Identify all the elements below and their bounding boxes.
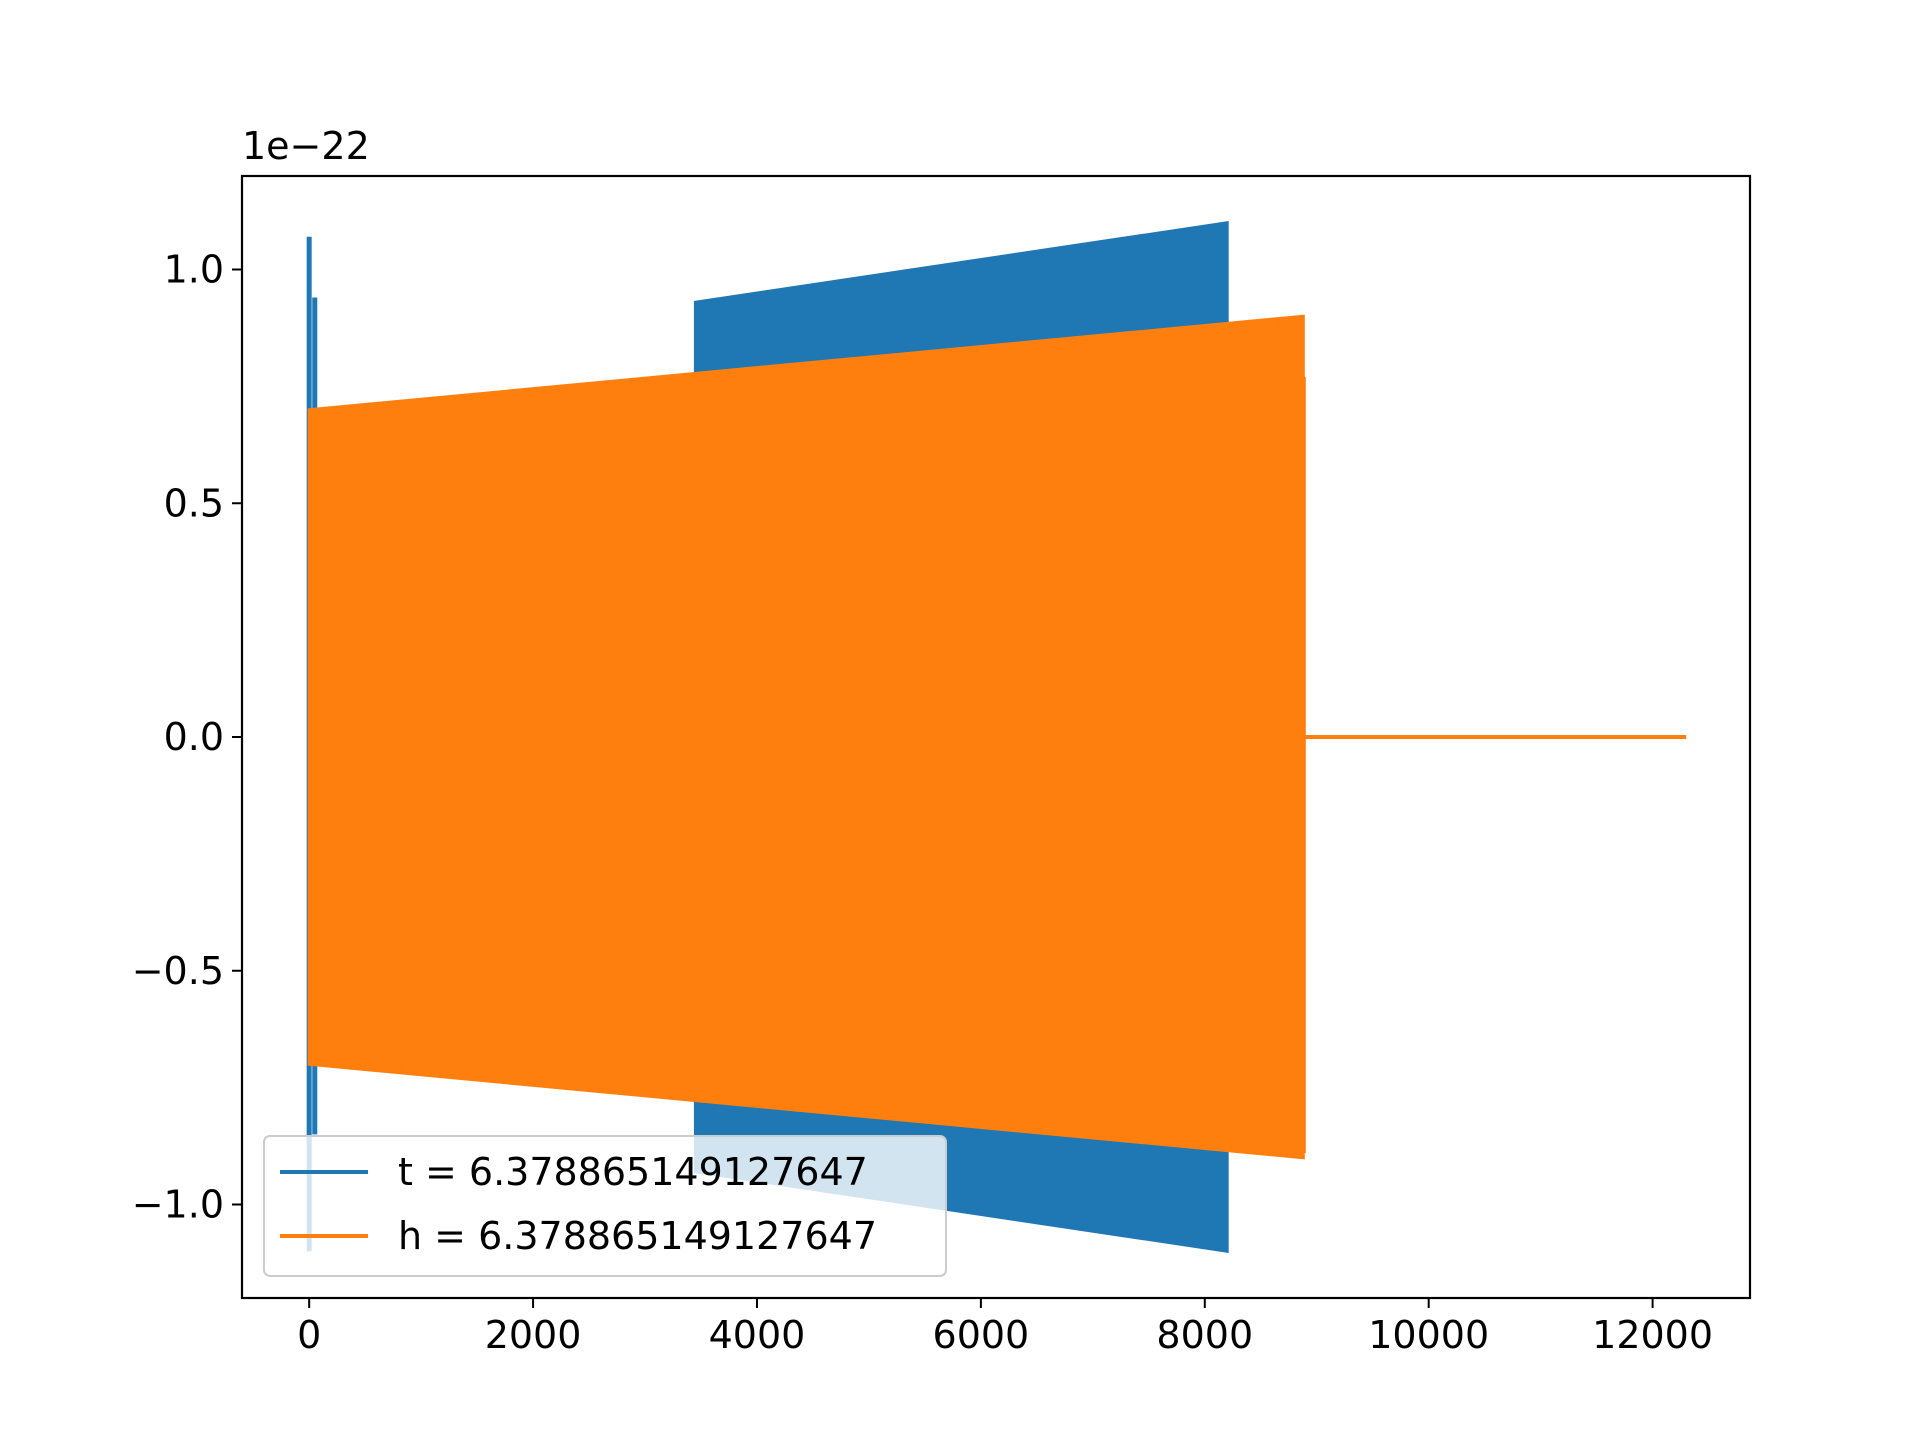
y-tick-label-4: −1.0 <box>132 1183 224 1227</box>
x-tick-label-4: 8000 <box>1156 1313 1253 1357</box>
legend-label-1: h = 6.378865149127647 <box>398 1214 877 1258</box>
series-h-envelope <box>307 314 1305 1160</box>
x-tick-label-0: 0 <box>297 1313 321 1357</box>
x-tick-label-1: 2000 <box>485 1313 582 1357</box>
y-tick-label-1: 0.5 <box>164 481 224 525</box>
plot-area <box>306 221 1687 1253</box>
y-tick-label-0: 1.0 <box>164 248 224 292</box>
y-tick-label-3: −0.5 <box>132 949 224 993</box>
x-tick-label-3: 6000 <box>933 1313 1030 1357</box>
y-offset-label: 1e−22 <box>242 124 370 168</box>
axes: 0 2000 4000 6000 8000 10000 12000 1.0 0.5 0.0 −0.5… <box>132 174 1752 1357</box>
x-tick-label-2: 4000 <box>709 1313 806 1357</box>
legend-box <box>263 1135 947 1277</box>
legend-label-0: t = 6.378865149127647 <box>398 1150 868 1194</box>
legend: t = 6.378865149127647 h = 6.3788651491276… <box>263 1135 947 1277</box>
x-tick-label-6: 12000 <box>1592 1313 1713 1357</box>
x-tick-label-5: 10000 <box>1368 1313 1489 1357</box>
y-tick-label-2: 0.0 <box>164 715 224 759</box>
plot-series-group <box>306 221 1687 1253</box>
